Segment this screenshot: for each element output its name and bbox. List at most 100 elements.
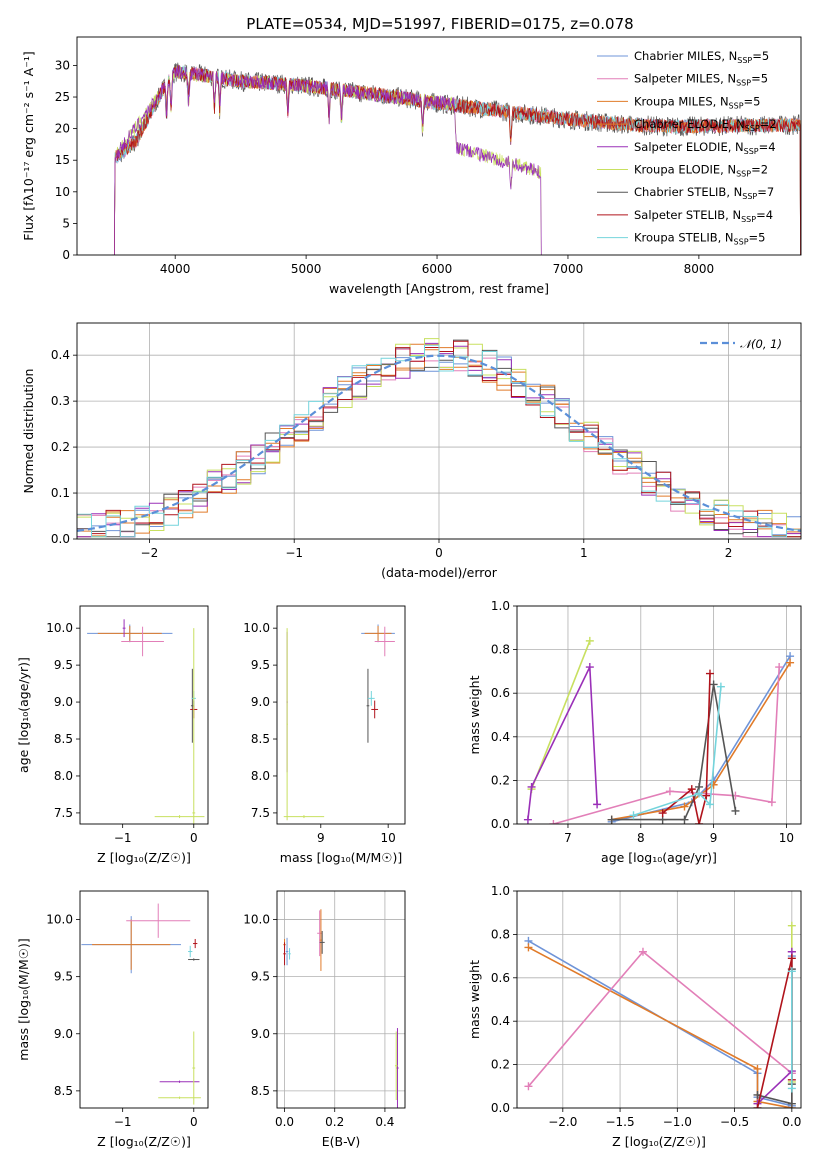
residuals-chart: −2 −1 0 1 2 0.0 0.1 0.2 0.3 0.4 𝒩(0, 1) (data-model… <box>21 322 802 580</box>
spectrum-ytick-label-3: 15 <box>55 153 70 167</box>
weight-vs-age-xtick-label-1: 8 <box>637 831 645 845</box>
age-vs-mass-xlabel: mass [log₁₀(M/M☉)] <box>280 850 402 865</box>
age-vs-mass-ytick-label-0: 7.5 <box>251 806 270 820</box>
weight-vs-Z-ytick-label-1: 0.2 <box>491 1058 510 1072</box>
age-vs-Z-xtick-label-0: −1 <box>114 831 132 845</box>
weight-vs-age-point-7-3 <box>716 682 725 691</box>
age-vs-Z-ytick-label-0: 7.5 <box>54 806 73 820</box>
weight-vs-age-point-6-4 <box>705 669 714 678</box>
mass-vs-EBV-ytick-label-0: 8.5 <box>251 1084 270 1098</box>
residuals-ytick-label-3: 0.3 <box>51 394 70 408</box>
age-vs-mass-chart: 9 10 7.5 8.0 8.5 9.0 9.5 10.0 mass [log₁₀(M/M☉)] <box>243 605 406 865</box>
spectrum-axes: 4000 5000 6000 7000 8000 0 5 10 15 20 25 30 <box>55 58 714 276</box>
weight-vs-Z-point-5-1 <box>787 1099 796 1108</box>
weight-vs-age-series-7 <box>633 686 722 817</box>
weight-vs-age-point-7-0 <box>629 811 638 820</box>
legend-sub-8: SSP <box>734 238 749 247</box>
mass-vs-Z-xlabel: Z [log₁₀(Z/Z☉)] <box>97 1134 191 1149</box>
legend-name-0: Chabrier MILES, N <box>634 49 737 63</box>
mass-vs-Z-ytick-label-3: 10.0 <box>46 913 73 927</box>
weight-vs-Z-series-6 <box>756 958 793 1108</box>
weight-vs-age-point-5-2 <box>680 815 689 824</box>
legend-label-6: Chabrier STELIB, NSSP=7 <box>634 185 774 201</box>
weight-vs-age-series-6 <box>662 673 711 824</box>
mass-vs-Z-xtick-label-0: −1 <box>114 1115 132 1129</box>
legend-label-8: Kroupa STELIB, NSSP=5 <box>634 231 765 247</box>
age-vs-mass-ytick-label-2: 8.5 <box>251 732 270 746</box>
age-vs-mass-plot <box>283 624 395 821</box>
normal-legend-label: 𝒩(0, 1) <box>740 337 782 351</box>
weight-vs-Z-ytick-label-5: 1.0 <box>491 884 510 898</box>
legend-label-0: Chabrier MILES, NSSP=5 <box>634 49 769 65</box>
mass-vs-EBV-ytick-label-1: 9.0 <box>251 1027 270 1041</box>
weight-vs-age-ytick-label-5: 1.0 <box>491 599 510 613</box>
weight-vs-age-point-7-1 <box>695 789 704 798</box>
weight-vs-age-series-4 <box>527 666 598 820</box>
residuals-ytick-label-4: 0.4 <box>51 348 70 362</box>
legend-sub-5: SSP <box>736 170 751 179</box>
weight-vs-age-series-5 <box>611 684 737 821</box>
spectrum-xtick-label-4: 8000 <box>684 262 715 276</box>
hist-8 <box>77 344 801 538</box>
weight-vs-age-series-3 <box>530 640 591 790</box>
legend-label-5: Kroupa ELODIE, NSSP=2 <box>634 163 768 179</box>
figure-title: PLATE=0534, MJD=51997, FIBERID=0175, z=0… <box>246 15 633 33</box>
weight-vs-age-point-2-3 <box>767 798 776 807</box>
weight-vs-age-point-2-1 <box>665 787 674 796</box>
weight-vs-age-ytick-label-2: 0.4 <box>491 730 510 744</box>
legend-nssp-6: =7 <box>757 185 774 199</box>
legend-nssp-4: =4 <box>759 140 776 154</box>
weight-vs-Z-ytick-label-3: 0.6 <box>491 971 510 985</box>
weight-vs-Z-ytick-label-2: 0.4 <box>491 1014 510 1028</box>
spectrum-xlabel: wavelength [Angstrom, rest frame] <box>329 281 549 296</box>
age-vs-mass-frame <box>276 605 406 825</box>
weight-vs-Z-ylabel: mass weight <box>467 960 482 1039</box>
spectrum-ytick-label-2: 10 <box>55 185 70 199</box>
mass-vs-Z-ytick-label-2: 9.5 <box>54 970 73 984</box>
weight-vs-Z-xtick-label-2: −1.0 <box>663 1115 692 1129</box>
mass-vs-EBV-frame <box>276 890 406 1109</box>
weight-vs-Z-point-2-1 <box>638 947 647 956</box>
legend-name-5: Kroupa ELODIE, N <box>634 163 736 177</box>
residuals-xlabel: (data-model)/error <box>381 565 498 580</box>
age-vs-mass-ytick-label-1: 8.0 <box>251 769 270 783</box>
mass-vs-Z-ylabel: mass [log₁₀(M/M☉)] <box>16 938 31 1060</box>
spectrum-xtick-label-0: 4000 <box>160 262 191 276</box>
age-vs-Z-ylabel: age [log₁₀(age/yr)] <box>16 657 31 773</box>
age-vs-Z-ytick-label-5: 10.0 <box>46 621 73 635</box>
residuals-xtick-label-3: 1 <box>580 546 588 560</box>
weight-vs-Z-ytick-label-4: 0.8 <box>491 927 510 941</box>
legend-nssp-0: =5 <box>752 49 769 63</box>
weight-vs-age-frame <box>516 605 802 825</box>
spectrum-ytick-label-6: 30 <box>55 58 70 72</box>
weight-vs-Z-plot <box>524 921 796 1108</box>
mass-vs-Z-xtick-label-1: 0 <box>190 1115 198 1129</box>
legend-name-8: Kroupa STELIB, N <box>634 231 734 245</box>
weight-vs-age-point-6-2 <box>695 820 704 824</box>
weight-vs-Z-point-6-0 <box>753 1104 762 1108</box>
weight-vs-age-point-1-2 <box>709 780 718 789</box>
legend-name-3: Chabrier ELODIE, N <box>634 117 745 131</box>
age-vs-mass-xtick-label-1: 10 <box>381 831 396 845</box>
weight-vs-Z-xtick-label-3: −0.5 <box>720 1115 749 1129</box>
age-vs-mass-ytick-label-3: 9.0 <box>251 695 270 709</box>
mass-vs-EBV-plot <box>283 909 399 1108</box>
age-vs-Z-ytick-label-3: 9.0 <box>54 695 73 709</box>
spectrum-plot <box>112 62 801 255</box>
mass-vs-Z-plot <box>81 903 201 1105</box>
weight-vs-Z-series-1 <box>528 946 793 1108</box>
spectrum-line-4 <box>112 65 542 255</box>
weight-vs-age-chart: 7 8 9 10 0.0 0.2 0.4 0.6 0.8 1.0 age [log₁₀(age/yr… <box>467 599 802 865</box>
legend-nssp-5: =2 <box>751 163 768 177</box>
normal-curve <box>77 354 801 532</box>
legend-nssp-1: =5 <box>751 72 768 86</box>
weight-vs-age-point-5-5 <box>731 806 740 815</box>
weight-vs-age-point-1-1 <box>680 802 689 811</box>
weight-vs-age-plot <box>523 636 795 824</box>
weight-vs-Z-frame <box>516 890 802 1109</box>
spectrum-chart: 4000 5000 6000 7000 8000 0 5 10 15 20 25 30 Chabrier… <box>21 36 802 296</box>
age-vs-Z-frame <box>79 605 209 825</box>
spectrum-xtick-label-1: 5000 <box>291 262 322 276</box>
weight-vs-Z-axes: −2.0 −1.5 −1.0 −0.5 0.0 0.0 0.2 0.4 0.6 0.8 1.0 <box>491 884 801 1129</box>
